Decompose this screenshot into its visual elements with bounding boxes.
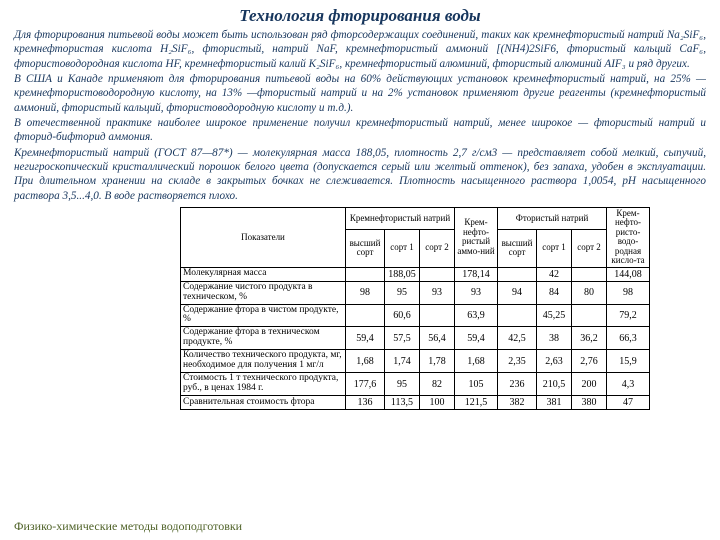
cell: 82 <box>420 373 455 396</box>
cell: 79,2 <box>607 304 650 327</box>
cell: 113,5 <box>385 396 420 410</box>
cell: 84 <box>537 281 572 304</box>
cell: 36,2 <box>572 327 607 350</box>
body-text: Для фторирования питьевой воды может быт… <box>0 28 720 203</box>
cell: 56,4 <box>420 327 455 350</box>
cell: 4,3 <box>607 373 650 396</box>
col-group-4: Крем-нефто-ристо-водо-родная кисло-та <box>607 207 650 267</box>
cell <box>572 267 607 281</box>
row-label: Молекулярная масса <box>181 267 346 281</box>
table-row: Количество технического продукта, мг, не… <box>181 350 650 373</box>
paragraph-4: Кремнефтористый натрий (ГОСТ 87—87*) — м… <box>14 146 706 203</box>
cell <box>346 267 385 281</box>
col-group-2: Крем-нефто-ристый аммо-ний <box>455 207 498 267</box>
col-c2: сорт 1 <box>385 229 420 267</box>
cell: 59,4 <box>455 327 498 350</box>
table-row: Молекулярная масса 188,05 178,14 42 144,08 <box>181 267 650 281</box>
row-label: Содержание фтора в техническом продукте,… <box>181 327 346 350</box>
cell: 42,5 <box>498 327 537 350</box>
cell: 47 <box>607 396 650 410</box>
table-row: Содержание фтора в техническом продукте,… <box>181 327 650 350</box>
cell: 177,6 <box>346 373 385 396</box>
cell: 2,63 <box>537 350 572 373</box>
cell: 45,25 <box>537 304 572 327</box>
cell: 94 <box>498 281 537 304</box>
cell: 121,5 <box>455 396 498 410</box>
row-label: Стоимость 1 т технического продукта, руб… <box>181 373 346 396</box>
table-row: Стоимость 1 т технического продукта, руб… <box>181 373 650 396</box>
col-c6: сорт 2 <box>572 229 607 267</box>
footer-text: Физико-химические методы водоподготовки <box>14 519 242 534</box>
cell: 2,76 <box>572 350 607 373</box>
cell: 210,5 <box>537 373 572 396</box>
cell: 2,35 <box>498 350 537 373</box>
paragraph-3: В отечественной практике наиболее широко… <box>14 116 706 145</box>
cell <box>420 304 455 327</box>
cell <box>346 304 385 327</box>
cell: 59,4 <box>346 327 385 350</box>
cell: 100 <box>420 396 455 410</box>
cell: 188,05 <box>385 267 420 281</box>
cell: 178,14 <box>455 267 498 281</box>
col-c4: высший сорт <box>498 229 537 267</box>
col-c5: сорт 1 <box>537 229 572 267</box>
table-header-row-1: Показатели Кремнефтористый натрий Крем-н… <box>181 207 650 229</box>
cell: 1,68 <box>346 350 385 373</box>
col-c1: высший сорт <box>346 229 385 267</box>
cell: 236 <box>498 373 537 396</box>
table-row: Содержание фтора в чистом продукте, % 60,… <box>181 304 650 327</box>
cell: 15,9 <box>607 350 650 373</box>
cell <box>498 267 537 281</box>
cell: 98 <box>607 281 650 304</box>
data-table-container: Показатели Кремнефтористый натрий Крем-н… <box>180 207 700 410</box>
row-label: Количество технического продукта, мг, не… <box>181 350 346 373</box>
cell: 136 <box>346 396 385 410</box>
data-table: Показатели Кремнефтористый натрий Крем-н… <box>180 207 650 410</box>
cell: 200 <box>572 373 607 396</box>
page-title: Технология фторирования воды <box>0 0 720 28</box>
cell: 144,08 <box>607 267 650 281</box>
row-label: Содержание чистого продукта в техническо… <box>181 281 346 304</box>
cell: 382 <box>498 396 537 410</box>
cell: 95 <box>385 373 420 396</box>
cell: 66,3 <box>607 327 650 350</box>
col-indicators: Показатели <box>181 207 346 267</box>
row-label: Содержание фтора в чистом продукте, % <box>181 304 346 327</box>
cell: 60,6 <box>385 304 420 327</box>
col-group-1: Кремнефтористый натрий <box>346 207 455 229</box>
cell: 1,68 <box>455 350 498 373</box>
cell <box>572 304 607 327</box>
cell <box>498 304 537 327</box>
cell: 63,9 <box>455 304 498 327</box>
cell: 95 <box>385 281 420 304</box>
col-group-3: Фтористый натрий <box>498 207 607 229</box>
cell <box>420 267 455 281</box>
cell: 98 <box>346 281 385 304</box>
cell: 80 <box>572 281 607 304</box>
cell: 381 <box>537 396 572 410</box>
cell: 38 <box>537 327 572 350</box>
table-row: Сравнительная стоимость фтора136113,5100… <box>181 396 650 410</box>
cell: 105 <box>455 373 498 396</box>
table-row: Содержание чистого продукта в техническо… <box>181 281 650 304</box>
cell: 1,74 <box>385 350 420 373</box>
col-c3: сорт 2 <box>420 229 455 267</box>
table-body: Молекулярная масса 188,05 178,14 42 144,08 Со… <box>181 267 650 410</box>
cell: 93 <box>455 281 498 304</box>
cell: 380 <box>572 396 607 410</box>
row-label: Сравнительная стоимость фтора <box>181 396 346 410</box>
paragraph-2: В США и Канаде применяют для фторировани… <box>14 72 706 115</box>
cell: 42 <box>537 267 572 281</box>
paragraph-1: Для фторирования питьевой воды может быт… <box>14 28 706 71</box>
cell: 1,78 <box>420 350 455 373</box>
cell: 93 <box>420 281 455 304</box>
cell: 57,5 <box>385 327 420 350</box>
